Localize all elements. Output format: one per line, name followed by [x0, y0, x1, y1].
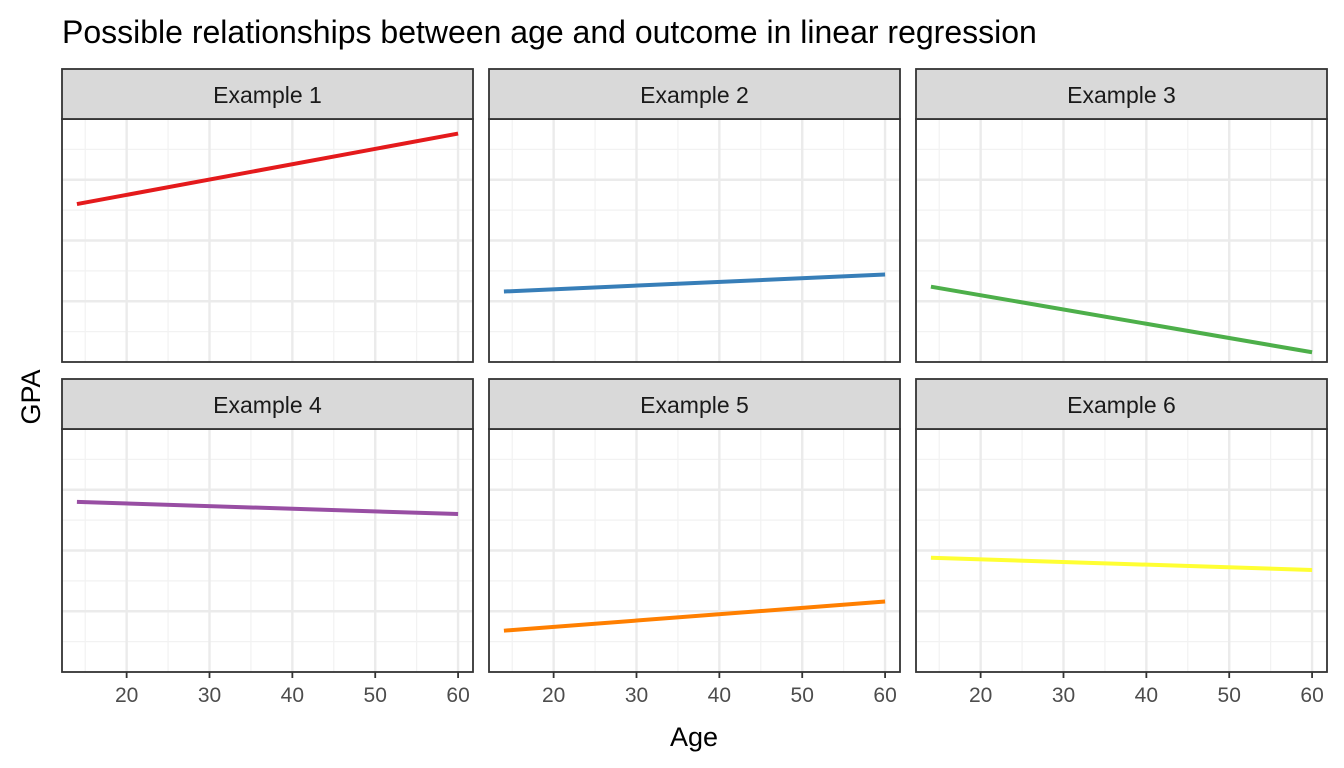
x-tick-label: 50 — [1218, 684, 1241, 707]
x-tick-label: 60 — [1300, 684, 1323, 707]
facet-strip — [61, 68, 474, 120]
x-tick-label: 50 — [364, 684, 387, 707]
facet-label: Example 2 — [640, 82, 749, 108]
y-axis-title: GPA — [16, 369, 46, 424]
facet-strip — [915, 68, 1328, 120]
series-line-4 — [76, 499, 459, 517]
facet-strip — [488, 378, 901, 430]
series-line-5 — [503, 599, 886, 633]
facet-label: Example 3 — [1067, 82, 1176, 108]
chart-title: Possible relationships between age and o… — [62, 14, 1037, 50]
facet-strip — [915, 378, 1328, 430]
facet-label: Example 5 — [640, 392, 749, 418]
x-tick-label: 30 — [198, 684, 221, 707]
facet-label: Example 4 — [213, 392, 322, 418]
x-tick-label: 60 — [446, 684, 469, 707]
x-tick-label: 40 — [281, 684, 304, 707]
facet-strip — [488, 68, 901, 120]
facet-label: Example 6 — [1067, 392, 1176, 418]
facet-strip — [61, 378, 474, 430]
x-tick-label: 20 — [542, 684, 565, 707]
x-tick-label: 40 — [1135, 684, 1158, 707]
x-tick-label: 20 — [969, 684, 992, 707]
x-tick-label: 60 — [873, 684, 896, 707]
facet-label: Example 1 — [213, 82, 322, 108]
x-axis-title: Age — [670, 722, 718, 752]
x-tick-label: 30 — [625, 684, 648, 707]
series-line-2 — [503, 272, 886, 294]
series-line-3 — [930, 284, 1313, 355]
series-line-1 — [76, 131, 459, 207]
facet-panels: Example 1 Example 2 Example 3 Example 4 20 30… — [61, 68, 1328, 707]
x-tick-label: 40 — [708, 684, 731, 707]
series-line-6 — [930, 555, 1313, 572]
x-tick-label: 30 — [1052, 684, 1075, 707]
x-tick-label: 50 — [791, 684, 814, 707]
x-tick-label: 20 — [115, 684, 138, 707]
